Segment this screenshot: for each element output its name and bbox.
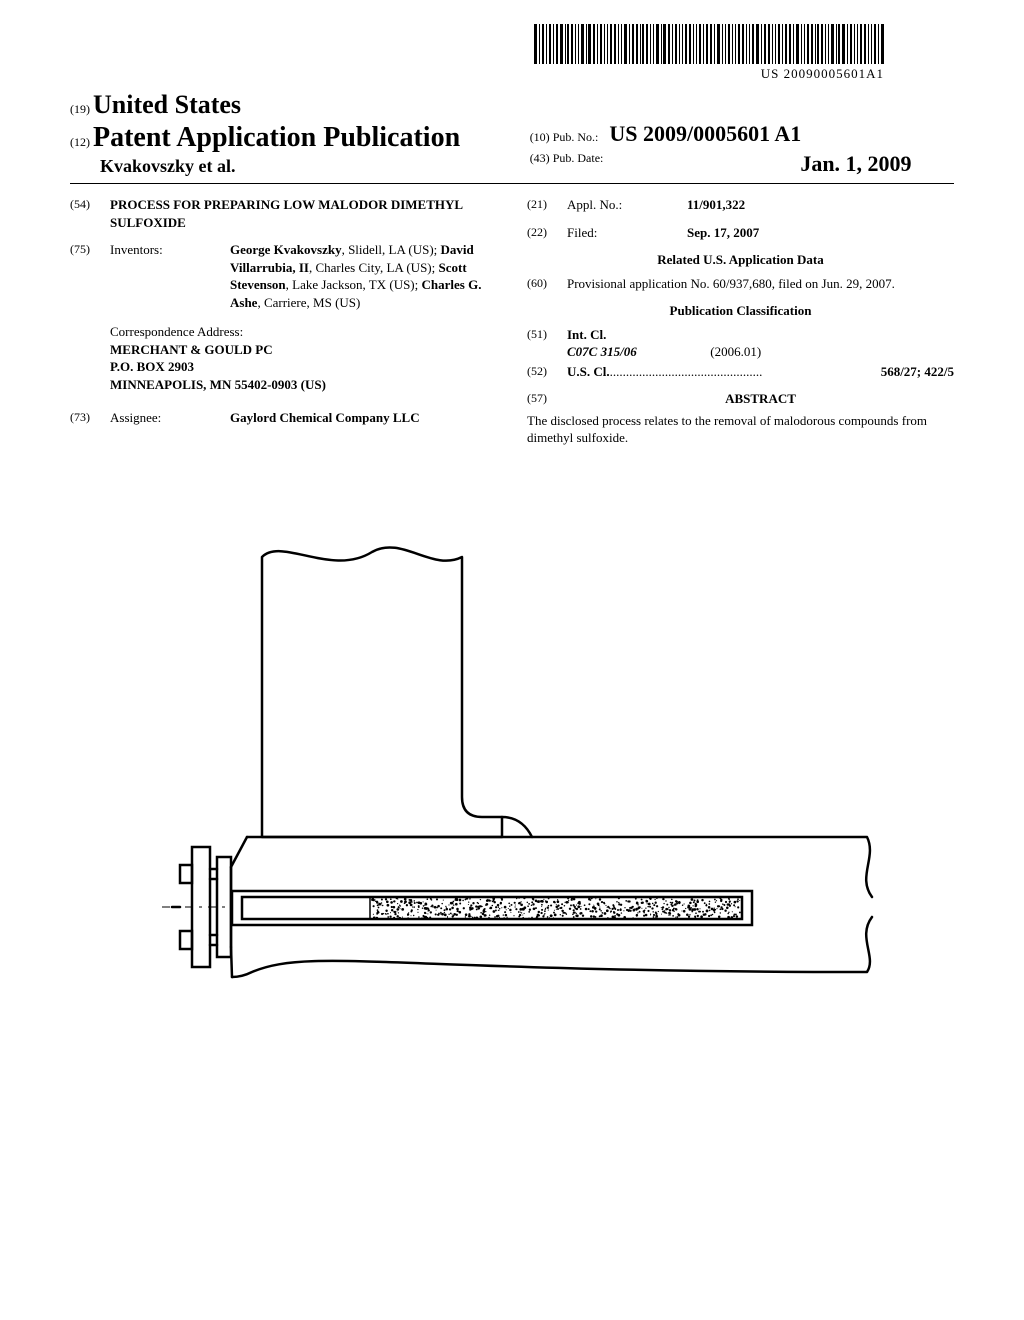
correspondence-line-2: MINNEAPOLIS, MN 55402-0903 (US) <box>110 376 497 394</box>
field-51: (51) Int. Cl. C07C 315/06 (2006.01) <box>527 326 954 361</box>
related-data-title: Related U.S. Application Data <box>527 251 954 269</box>
patent-figure <box>132 517 892 1037</box>
applno-value: 11/901,322 <box>687 196 954 214</box>
assignee-label: Assignee: <box>110 409 230 427</box>
country-line: (19) United States <box>70 90 494 120</box>
intcl-class: C07C 315/06 <box>567 343 707 361</box>
authors-short: Kvakovszky et al. <box>70 156 494 177</box>
title-row: (19) United States (12) Patent Applicati… <box>70 90 954 177</box>
barcode-block: US 20090005601A1 <box>534 24 884 82</box>
correspondence-label: Correspondence Address: <box>110 323 497 341</box>
pubno-line: (10) Pub. No.: US 2009/0005601 A1 <box>530 121 954 147</box>
left-column: (54) PROCESS FOR PREPARING LOW MALODOR D… <box>70 196 497 447</box>
filed-value: Sep. 17, 2007 <box>687 224 954 242</box>
uscl-value: 568/27; 422/5 <box>877 363 954 381</box>
abstract-text: The disclosed process relates to the rem… <box>527 412 954 447</box>
inventors-value: George Kvakovszky, Slidell, LA (US); Dav… <box>230 241 497 311</box>
code-57: (57) <box>527 390 567 408</box>
field-57: (57) ABSTRACT <box>527 390 954 408</box>
code-12: (12) <box>70 135 90 149</box>
code-51: (51) <box>527 326 567 361</box>
pubclass-title: Publication Classification <box>527 302 954 320</box>
field-60: (60) Provisional application No. 60/937,… <box>527 275 954 293</box>
assignee-value: Gaylord Chemical Company LLC <box>230 409 497 427</box>
correspondence-line-0: MERCHANT & GOULD PC <box>110 341 497 359</box>
figure-zone <box>70 517 954 1037</box>
uscl-label: U.S. Cl. <box>567 363 610 381</box>
code-22: (22) <box>527 224 567 242</box>
barcode-number: US 20090005601A1 <box>534 66 884 82</box>
pubno-label: Pub. No.: <box>553 130 599 144</box>
field-54: (54) PROCESS FOR PREPARING LOW MALODOR D… <box>70 196 497 231</box>
pubdate-value: Jan. 1, 2009 <box>800 151 911 177</box>
code-75: (75) <box>70 241 110 311</box>
filed-label: Filed: <box>567 224 687 242</box>
intcl-year: (2006.01) <box>710 344 761 359</box>
field-75: (75) Inventors: George Kvakovszky, Slide… <box>70 241 497 311</box>
code-43: (43) <box>530 151 550 165</box>
field-21: (21) Appl. No.: 11/901,322 <box>527 196 954 214</box>
field-52: (52) U.S. Cl. ..........................… <box>527 363 954 381</box>
country-name: United States <box>93 90 241 119</box>
code-19: (19) <box>70 102 90 116</box>
uscl-dots: ........................................… <box>610 363 877 381</box>
provisional-value: Provisional application No. 60/937,680, … <box>567 275 954 293</box>
bibliographic-columns: (54) PROCESS FOR PREPARING LOW MALODOR D… <box>70 196 954 447</box>
right-column: (21) Appl. No.: 11/901,322 (22) Filed: S… <box>527 196 954 447</box>
pubdate-label: Pub. Date: <box>553 151 604 165</box>
code-21: (21) <box>527 196 567 214</box>
correspondence-line-1: P.O. BOX 2903 <box>110 358 497 376</box>
applno-label: Appl. No.: <box>567 196 687 214</box>
publication-type: Patent Application Publication <box>93 122 460 153</box>
code-73: (73) <box>70 409 110 427</box>
header-rule <box>70 183 954 184</box>
code-10: (10) <box>530 130 550 144</box>
inventors-label: Inventors: <box>110 241 230 311</box>
pubdate-line: (43) Pub. Date: Jan. 1, 2009 <box>530 151 912 177</box>
code-60: (60) <box>527 275 567 293</box>
pubtype-line: (12) Patent Application Publication <box>70 122 494 154</box>
abstract-label: ABSTRACT <box>567 390 954 408</box>
pubno-value: US 2009/0005601 A1 <box>609 121 801 146</box>
code-54: (54) <box>70 196 110 231</box>
barcode-bars <box>534 24 884 64</box>
code-52: (52) <box>527 363 567 381</box>
invention-title: PROCESS FOR PREPARING LOW MALODOR DIMETH… <box>110 196 497 231</box>
intcl-label: Int. Cl. <box>567 326 954 344</box>
field-22: (22) Filed: Sep. 17, 2007 <box>527 224 954 242</box>
correspondence-block: Correspondence Address: MERCHANT & GOULD… <box>110 323 497 393</box>
field-73: (73) Assignee: Gaylord Chemical Company … <box>70 409 497 427</box>
